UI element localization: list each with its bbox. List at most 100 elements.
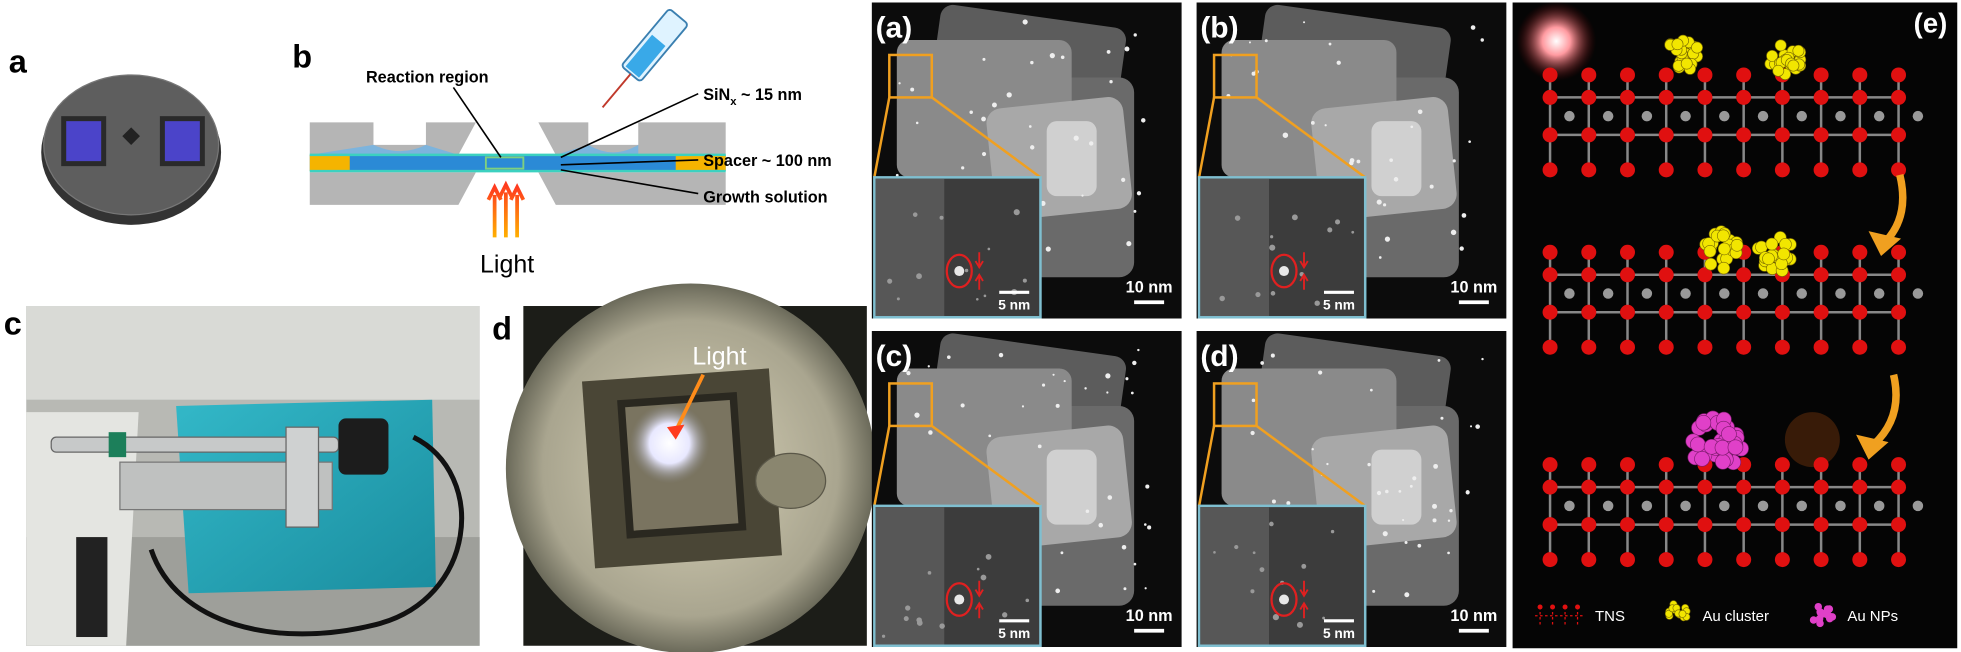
roi — [888, 382, 934, 428]
legend-atom — [1562, 604, 1568, 610]
particle — [1025, 598, 1030, 603]
sheet — [1046, 121, 1097, 197]
au-atom — [1695, 414, 1712, 431]
o-atom — [1581, 244, 1597, 260]
ti-atom — [1602, 110, 1614, 122]
o-atom — [1620, 244, 1635, 260]
ti-atom — [1796, 500, 1807, 512]
measure — [974, 252, 984, 290]
needle — [601, 73, 632, 108]
o-atom — [1774, 479, 1790, 495]
center-pit — [122, 127, 140, 145]
particle — [1055, 588, 1061, 594]
particle — [1270, 291, 1276, 296]
particle — [1367, 462, 1371, 467]
panel-label: c — [4, 306, 22, 342]
particle — [1260, 361, 1265, 365]
particle — [1459, 246, 1464, 251]
particle — [1301, 563, 1307, 569]
au-atom — [1704, 257, 1718, 271]
o-atom — [1813, 552, 1829, 568]
particle — [906, 370, 911, 376]
o-atom — [1697, 267, 1713, 283]
o-atom — [1852, 162, 1868, 178]
particle — [982, 57, 986, 61]
legend-label: Au NPs — [1847, 608, 1898, 625]
au-atom — [1664, 609, 1673, 618]
ti-atom — [1641, 288, 1653, 299]
particle — [1250, 430, 1255, 436]
particle — [1286, 501, 1291, 506]
o-atom — [1658, 267, 1674, 283]
au-atom — [1721, 426, 1737, 442]
bright-spot — [629, 403, 710, 484]
scale-label: 10 nm — [1126, 607, 1173, 625]
particle — [1409, 484, 1413, 488]
spacer-right — [675, 154, 726, 172]
particle — [1369, 388, 1373, 392]
o-atom — [1620, 304, 1635, 320]
o-atom — [1736, 67, 1752, 83]
legend-atom — [1550, 604, 1556, 610]
o-atom — [1736, 267, 1752, 283]
legend-label: TNS — [1595, 608, 1625, 625]
particle — [927, 365, 930, 368]
spacer-left — [309, 154, 350, 172]
particle — [1432, 518, 1437, 523]
particle — [961, 166, 965, 170]
top-wafer — [309, 122, 726, 155]
o-atom — [1736, 517, 1752, 533]
particle — [1089, 141, 1094, 146]
particle — [1264, 39, 1268, 43]
particle — [1296, 621, 1303, 628]
particle — [928, 430, 933, 435]
o-atom — [1620, 162, 1635, 178]
ti-atom — [1680, 500, 1691, 512]
o-atom — [1852, 552, 1868, 568]
particle — [939, 215, 944, 220]
o-atom — [1542, 267, 1558, 283]
o-atom — [1620, 517, 1635, 533]
o-atom — [1891, 244, 1907, 260]
au-atom — [1671, 38, 1684, 51]
o-atom — [1891, 67, 1907, 83]
o-atom — [1620, 479, 1635, 495]
zoom-line — [873, 425, 891, 507]
particle — [1480, 38, 1484, 42]
o-atom — [1736, 479, 1752, 495]
particle — [1006, 92, 1012, 98]
label: Growth solution — [703, 188, 827, 206]
o-atom — [1542, 517, 1558, 533]
scale-label: 5 nm — [1323, 626, 1355, 641]
o-atom — [1658, 552, 1674, 568]
particle — [1328, 42, 1332, 46]
particle — [964, 268, 969, 273]
panel-label: a — [9, 43, 28, 79]
column — [285, 426, 320, 528]
particle — [1385, 489, 1389, 494]
particle — [1469, 425, 1473, 428]
o-atom — [1697, 127, 1713, 143]
particle — [1468, 140, 1471, 143]
particle — [998, 352, 1004, 358]
particle — [1251, 398, 1256, 403]
measure — [1299, 252, 1309, 290]
particle — [1461, 213, 1467, 218]
o-atom — [1620, 267, 1635, 283]
au-atom — [1727, 439, 1744, 456]
particle — [1327, 227, 1333, 233]
particle — [916, 620, 923, 626]
particle — [1465, 490, 1470, 495]
o-atom — [1620, 552, 1635, 568]
o-atom — [1581, 67, 1597, 83]
nanoparticle — [1279, 594, 1290, 605]
au-atom — [1772, 64, 1785, 77]
o-atom — [1813, 339, 1829, 355]
o-atom — [1813, 479, 1829, 495]
particle — [1429, 184, 1434, 189]
knob — [338, 418, 389, 475]
particle — [1136, 191, 1142, 196]
pointer — [560, 92, 699, 159]
